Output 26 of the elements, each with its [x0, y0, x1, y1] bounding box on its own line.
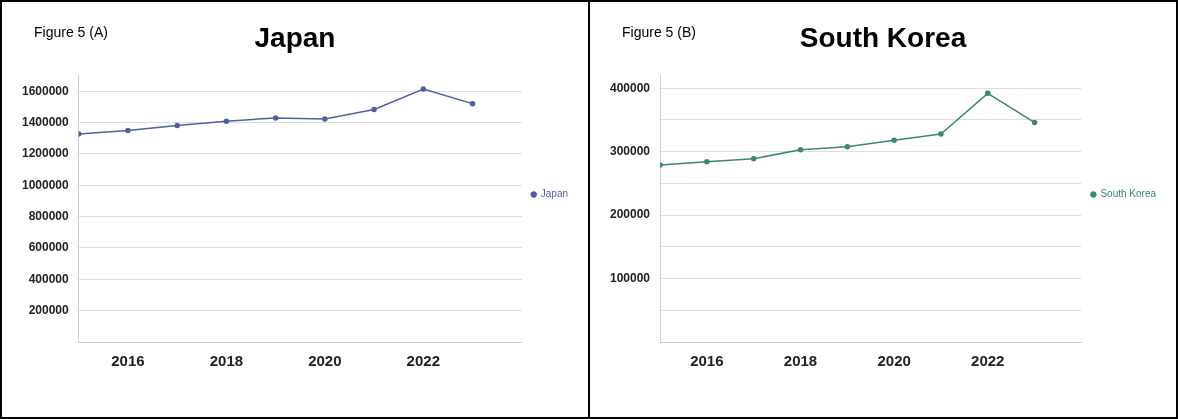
y-tick-label: 300000: [610, 144, 651, 159]
x-tick-label: 2022: [406, 352, 440, 370]
x-tick-label: 2018: [209, 352, 244, 370]
x-tick-label: 2018: [783, 352, 818, 370]
x-tick-label: 2016: [111, 352, 145, 370]
chart-title: Japan: [254, 21, 336, 53]
legend-label: South Korea: [1100, 188, 1157, 200]
y-tick-label: 1200000: [22, 146, 70, 161]
x-tick-label: 2016: [690, 352, 724, 370]
y-tick-label: 1000000: [22, 177, 70, 192]
y-tick-label: 1400000: [22, 114, 70, 129]
x-tick-label: 2020: [308, 352, 342, 370]
y-tick-label: 200000: [610, 207, 651, 222]
legend-label: Japan: [540, 188, 568, 200]
y-tick-label: 1600000: [22, 83, 70, 98]
y-tick-label: 100000: [610, 270, 651, 285]
x-tick-label: 2020: [877, 352, 911, 370]
y-tick-label: 400000: [610, 80, 651, 95]
caption: Figure 5 (B): [622, 24, 696, 40]
chart-title: South Korea: [799, 21, 967, 53]
y-tick-label: 200000: [28, 302, 70, 317]
x-tick-label: 2022: [971, 352, 1005, 370]
y-tick-label: 600000: [28, 240, 70, 255]
y-tick-label: 400000: [28, 271, 70, 286]
y-tick-label: 800000: [28, 208, 70, 223]
caption: Figure 5 (A): [34, 24, 108, 40]
